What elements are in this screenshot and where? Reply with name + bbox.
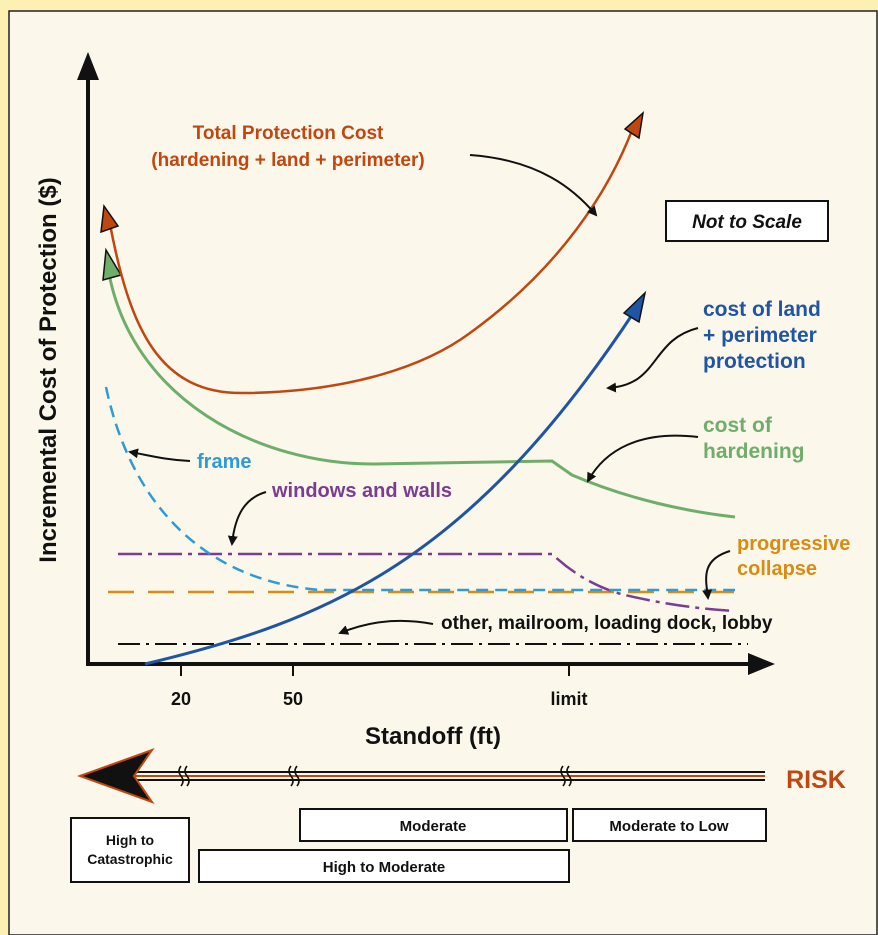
land-label-line1: cost of land: [703, 298, 821, 321]
leader-arrows: [128, 154, 731, 635]
frame-curve: [104, 386, 735, 592]
hardening-label-line1: cost of: [703, 414, 773, 437]
windows-leader-arrow: [227, 491, 267, 546]
risk-arrow: [77, 747, 765, 805]
risk-mod-low-label: Moderate to Low: [609, 818, 728, 835]
axes: [77, 52, 775, 676]
hardening-leader-arrow: [587, 434, 699, 483]
total-cost-curve: [108, 124, 636, 395]
land-label-line3: protection: [703, 350, 806, 373]
x-tick-label-50: 50: [283, 689, 303, 709]
progressive-collapse-label-line1: progressive: [737, 533, 850, 555]
risk-high-cat-line2: Catastrophic: [87, 851, 173, 867]
axis-break-marks: [178, 765, 572, 787]
risk-box-moderate-to-low: [572, 808, 767, 842]
x-tick-label-limit: limit: [550, 689, 587, 709]
progressive-collapse-label-line2: collapse: [737, 558, 817, 580]
risk-box-moderate: [299, 808, 568, 842]
x-axis-title: Standoff (ft): [365, 723, 501, 750]
windows-and-walls-label: windows and walls: [271, 480, 452, 502]
hardening-curve: [106, 267, 736, 519]
hardening-label-line2: hardening: [703, 440, 805, 463]
risk-high-cat-line1: High to: [106, 832, 154, 848]
total-cost-arrowhead-left: [100, 203, 120, 234]
risk-high-mod-label: High to Moderate: [323, 859, 446, 876]
frame-label: frame: [197, 451, 251, 473]
x-axis-arrowhead: [748, 653, 775, 675]
land-label-line2: + perimeter: [703, 324, 817, 347]
frame-leader-arrow: [128, 448, 191, 462]
land-perimeter-curve: [144, 311, 636, 666]
total-cost-label-line2: (hardening + land + perimeter): [151, 150, 424, 171]
not-to-scale-label: Not to Scale: [692, 212, 802, 233]
y-axis-title: Incremental Cost of Protection ($): [35, 177, 62, 562]
total-cost-leader-arrow: [469, 154, 598, 217]
risk-moderate-label: Moderate: [400, 818, 467, 835]
other-leader-arrow: [338, 619, 434, 635]
x-tick-label-20: 20: [171, 689, 191, 709]
total-cost-arrowhead-right: [623, 111, 645, 140]
hardening-arrowhead: [102, 247, 123, 282]
risk-arrowhead: [77, 747, 155, 805]
risk-box-high-to-catastrophic: [70, 817, 190, 883]
land-leader-arrow: [606, 327, 699, 393]
risk-box-high-to-moderate: [198, 849, 570, 883]
y-axis-arrowhead: [77, 52, 99, 80]
land-perimeter-arrowhead: [622, 290, 647, 324]
not-to-scale-box: [665, 200, 829, 242]
other-label: other, mailroom, loading dock, lobby: [441, 613, 773, 634]
total-cost-label-line1: Total Protection Cost: [193, 123, 384, 144]
collapse-leader-arrow: [702, 550, 731, 600]
risk-label: RISK: [786, 766, 846, 794]
windows-and-walls-curve: [118, 552, 736, 613]
